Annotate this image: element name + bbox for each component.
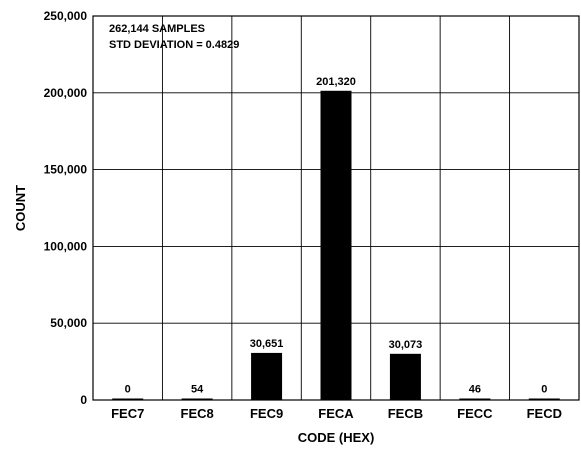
y-axis-ticks: 0 50,000 100,000 150,000 200,000 250,000 — [44, 9, 88, 407]
bar-fec8 — [181, 398, 213, 400]
x-tick-label: FECA — [318, 406, 354, 421]
value-label-fecd: 0 — [541, 384, 547, 396]
value-label-feca: 201,320 — [316, 76, 356, 88]
y-axis-label: COUNT — [13, 185, 28, 231]
value-labels: 0 54 30,651 201,320 30,073 46 0 — [125, 76, 548, 396]
value-label-fecc: 46 — [469, 384, 481, 396]
x-tick-label: FEC7 — [111, 406, 144, 421]
x-tick-label: FEC9 — [250, 406, 283, 421]
bar-fec7 — [112, 398, 144, 400]
bar-fecc — [459, 398, 491, 400]
annotation-std-deviation: STD DEVIATION = 0.4829 — [109, 39, 239, 51]
value-label-fec7: 0 — [125, 384, 131, 396]
x-tick-label: FECD — [527, 406, 562, 421]
x-axis-ticks: FEC7 FEC8 FEC9 FECA FECB FECC FECD — [111, 406, 562, 421]
y-tick-label: 200,000 — [44, 86, 88, 100]
bar-fec9 — [251, 352, 283, 400]
y-tick-label: 0 — [80, 393, 87, 407]
bar-feca — [320, 90, 352, 401]
y-tick-label: 100,000 — [44, 239, 88, 253]
value-label-fec9: 30,651 — [250, 338, 284, 350]
y-tick-label: 50,000 — [50, 316, 87, 330]
value-label-fec8: 54 — [191, 384, 204, 396]
x-tick-label: FECC — [457, 406, 493, 421]
bars — [112, 90, 560, 401]
y-tick-label: 150,000 — [44, 163, 88, 177]
x-axis-label: CODE (HEX) — [298, 430, 375, 445]
x-tick-label: FECB — [388, 406, 423, 421]
plot-frame — [92, 15, 580, 401]
bar-fecb — [389, 353, 421, 400]
annotation-samples: 262,144 SAMPLES — [109, 23, 205, 35]
value-label-fecb: 30,073 — [389, 339, 423, 351]
y-tick-label: 250,000 — [44, 9, 88, 23]
bar-fecd — [528, 398, 560, 400]
x-tick-label: FEC8 — [181, 406, 214, 421]
